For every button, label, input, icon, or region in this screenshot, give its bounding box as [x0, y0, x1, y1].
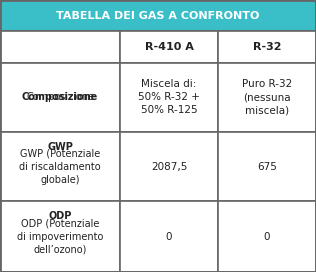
FancyBboxPatch shape [120, 31, 218, 63]
Text: GWP (Potenziale
di riscaldamento
globale): GWP (Potenziale di riscaldamento globale… [19, 149, 101, 185]
FancyBboxPatch shape [120, 63, 218, 132]
Text: GWP: GWP [47, 142, 73, 152]
Text: 2087,5: 2087,5 [151, 162, 187, 172]
Text: R-32: R-32 [253, 42, 281, 52]
Text: Composizione: Composizione [26, 92, 94, 102]
FancyBboxPatch shape [0, 201, 120, 272]
FancyBboxPatch shape [218, 201, 316, 272]
FancyBboxPatch shape [0, 132, 120, 201]
FancyBboxPatch shape [218, 63, 316, 132]
FancyBboxPatch shape [120, 132, 218, 201]
FancyBboxPatch shape [0, 63, 120, 132]
Text: R-410 A: R-410 A [145, 42, 193, 52]
Text: 0: 0 [166, 232, 172, 242]
FancyBboxPatch shape [0, 31, 120, 63]
FancyBboxPatch shape [218, 31, 316, 63]
Text: 675: 675 [257, 162, 277, 172]
FancyBboxPatch shape [0, 0, 316, 31]
Text: TABELLA DEI GAS A CONFRONTO: TABELLA DEI GAS A CONFRONTO [56, 11, 260, 21]
FancyBboxPatch shape [120, 201, 218, 272]
Text: ODP (Potenziale
di impoverimento
dell’ozono): ODP (Potenziale di impoverimento dell’oz… [17, 218, 103, 255]
Text: Miscela di:
50% R-32 +
50% R-125: Miscela di: 50% R-32 + 50% R-125 [138, 79, 200, 115]
Text: 0: 0 [264, 232, 270, 242]
Text: Composizione: Composizione [22, 92, 98, 102]
Text: Puro R-32
(nessuna
miscela): Puro R-32 (nessuna miscela) [242, 79, 292, 115]
Text: ODP: ODP [48, 211, 72, 221]
FancyBboxPatch shape [218, 132, 316, 201]
